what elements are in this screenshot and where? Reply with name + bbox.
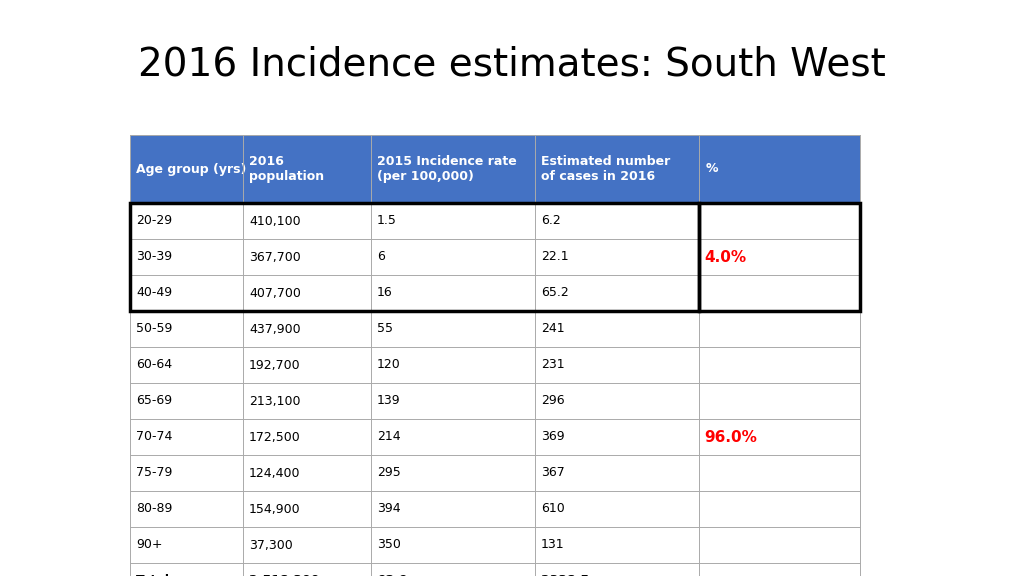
Text: 20-29: 20-29 xyxy=(136,214,172,228)
Text: 120: 120 xyxy=(377,358,400,372)
Text: 213,100: 213,100 xyxy=(249,395,301,407)
Text: 55: 55 xyxy=(377,323,393,335)
Text: 96.0%: 96.0% xyxy=(705,430,758,445)
Text: 4.0%: 4.0% xyxy=(705,249,746,264)
Bar xyxy=(130,239,860,275)
Text: 437,900: 437,900 xyxy=(249,323,301,335)
Text: 369: 369 xyxy=(541,430,565,444)
Text: Age group (yrs): Age group (yrs) xyxy=(136,162,247,176)
Text: 2016 Incidence estimates: South West: 2016 Incidence estimates: South West xyxy=(138,46,886,84)
Bar xyxy=(130,347,860,383)
Text: 394: 394 xyxy=(377,502,400,516)
Text: 37,300: 37,300 xyxy=(249,539,293,551)
Text: 70-74: 70-74 xyxy=(136,430,172,444)
Text: 92.9: 92.9 xyxy=(377,574,408,576)
Text: 296: 296 xyxy=(541,395,565,407)
Text: 1.5: 1.5 xyxy=(377,214,396,228)
Text: 65.2: 65.2 xyxy=(541,286,569,300)
Text: 241: 241 xyxy=(541,323,565,335)
Text: 2016
population: 2016 population xyxy=(249,155,325,183)
Bar xyxy=(130,419,860,455)
Bar xyxy=(130,527,860,563)
Text: 22.1: 22.1 xyxy=(541,251,568,263)
Bar xyxy=(130,455,860,491)
Text: 154,900: 154,900 xyxy=(249,502,301,516)
Text: 75-79: 75-79 xyxy=(136,467,172,479)
Text: 410,100: 410,100 xyxy=(249,214,301,228)
Text: 407,700: 407,700 xyxy=(249,286,301,300)
Text: 65-69: 65-69 xyxy=(136,395,172,407)
Bar xyxy=(130,491,860,527)
Text: 2338.5: 2338.5 xyxy=(541,574,589,576)
Text: 367: 367 xyxy=(541,467,565,479)
Text: 172,500: 172,500 xyxy=(249,430,301,444)
Text: 6.2: 6.2 xyxy=(541,214,561,228)
Text: 295: 295 xyxy=(377,467,400,479)
Text: 367,700: 367,700 xyxy=(249,251,301,263)
Text: 90+: 90+ xyxy=(136,539,163,551)
Bar xyxy=(130,275,860,311)
Text: 214: 214 xyxy=(377,430,400,444)
Text: 139: 139 xyxy=(377,395,400,407)
Text: 610: 610 xyxy=(541,502,565,516)
Bar xyxy=(130,311,860,347)
Bar xyxy=(699,203,860,311)
Text: %: % xyxy=(706,162,718,176)
Text: 60-64: 60-64 xyxy=(136,358,172,372)
Text: 6: 6 xyxy=(377,251,385,263)
Text: 124,400: 124,400 xyxy=(249,467,301,479)
Text: 40-49: 40-49 xyxy=(136,286,172,300)
Bar xyxy=(130,203,860,239)
Text: 350: 350 xyxy=(377,539,400,551)
Text: Total: Total xyxy=(136,574,170,576)
Text: 192,700: 192,700 xyxy=(249,358,301,372)
Bar xyxy=(130,383,860,419)
Text: 50-59: 50-59 xyxy=(136,323,172,335)
Text: Estimated number
of cases in 2016: Estimated number of cases in 2016 xyxy=(541,155,671,183)
Bar xyxy=(130,135,860,203)
Text: 231: 231 xyxy=(541,358,565,372)
Bar xyxy=(130,203,699,311)
Text: 30-39: 30-39 xyxy=(136,251,172,263)
Text: 2015 Incidence rate
(per 100,000): 2015 Incidence rate (per 100,000) xyxy=(377,155,517,183)
Bar xyxy=(130,563,860,576)
Text: 131: 131 xyxy=(541,539,565,551)
Text: 16: 16 xyxy=(377,286,392,300)
Text: 80-89: 80-89 xyxy=(136,502,172,516)
Text: 2,518,300: 2,518,300 xyxy=(249,574,319,576)
